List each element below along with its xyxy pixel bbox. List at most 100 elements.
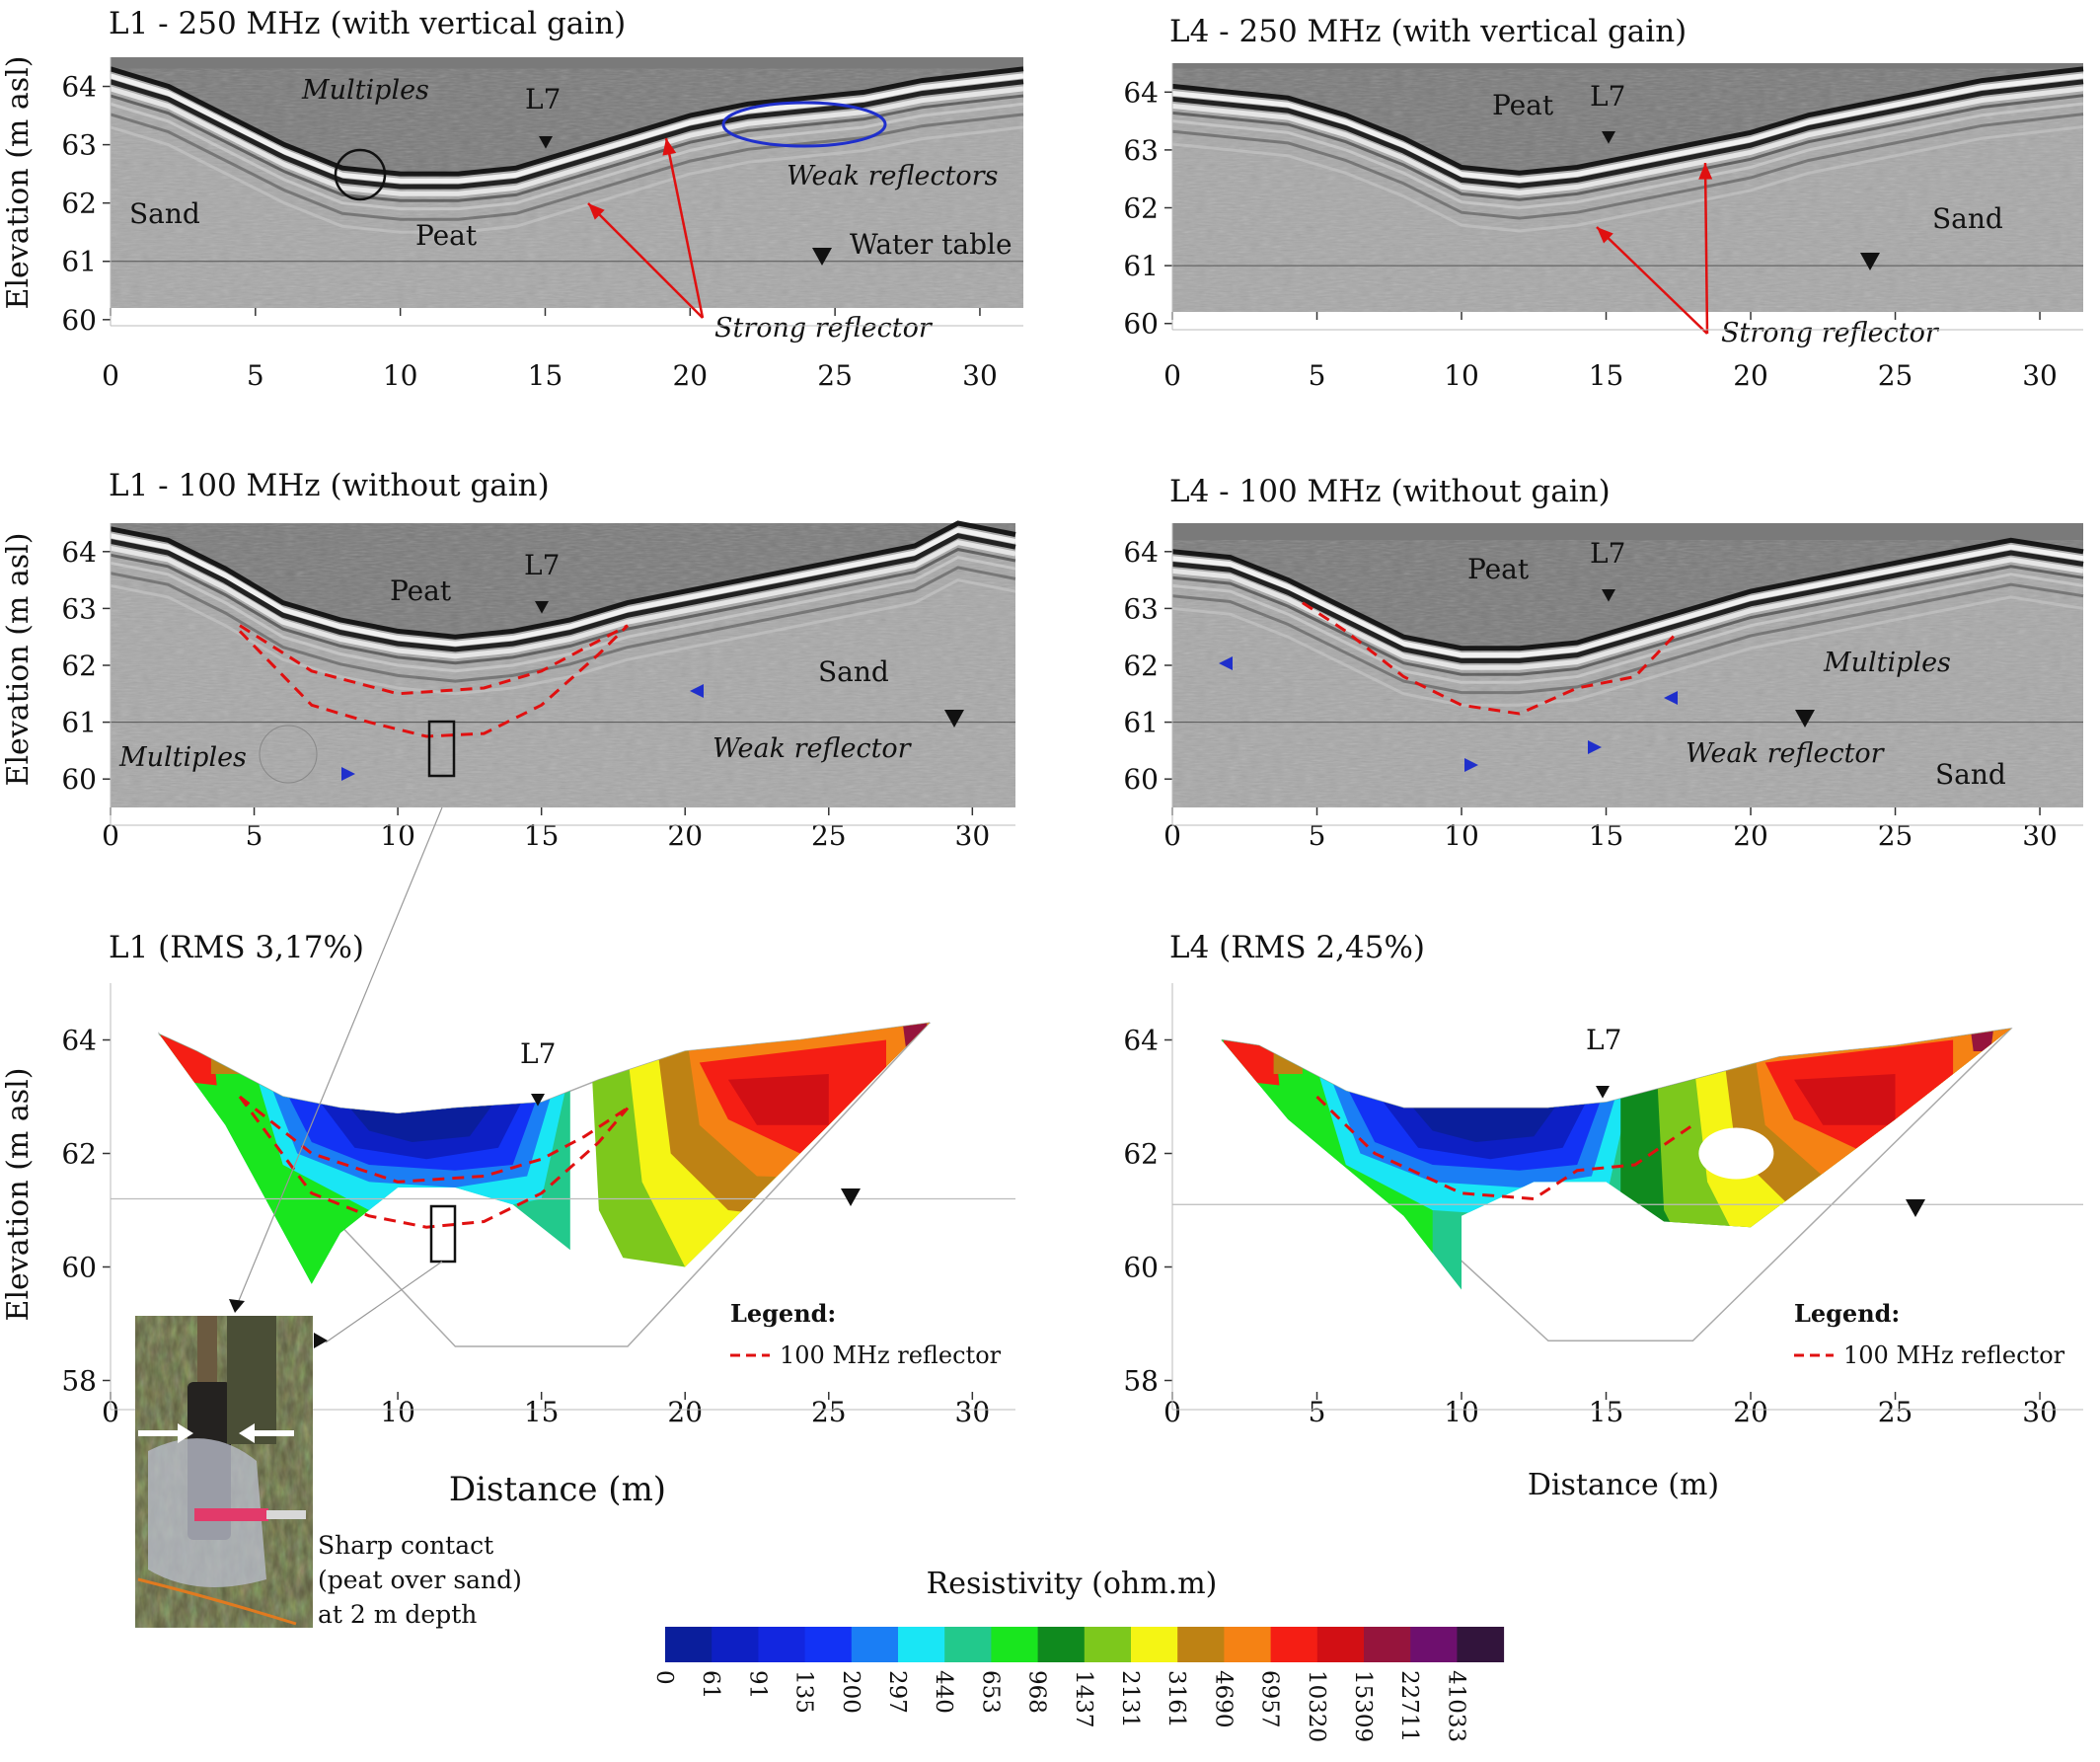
x-tick-label: 5 <box>1309 1396 1326 1428</box>
reflection-band <box>1171 544 2084 658</box>
panel-l1-250mhz: L1 - 250 MHz (with vertical gain) Sand Pe… <box>1 6 1024 392</box>
reflection-band <box>110 527 1016 647</box>
overlay: L7 Legend: 100 MHz reflector <box>229 806 1002 1369</box>
photo-boot <box>227 1316 276 1444</box>
y-axis-label: Elevation (m asl) <box>1 533 36 787</box>
axes: 0 5 10 15 20 25 30 60 61 62 63 64 <box>61 523 1015 852</box>
reflection-band <box>110 539 1016 659</box>
l7-marker <box>1596 1086 1610 1099</box>
core-location-box <box>427 720 456 778</box>
label-strong-reflector: Strong reflector <box>714 313 934 344</box>
colorbar-label: 4690 <box>1210 1670 1236 1728</box>
panel-l4-100mhz: L4 - 100 MHz (without gain) Peat L7 Multip… <box>1123 474 2084 852</box>
reflection-band <box>1171 582 2084 695</box>
strong-reflector-arrow-1 <box>587 202 704 319</box>
multiples-circle <box>259 725 318 784</box>
colorbar-label: 22711 <box>1396 1670 1422 1742</box>
water-table-marker <box>1795 710 1815 728</box>
label-multiples: Multiples <box>301 75 429 106</box>
colorbar-labels: 0 61 91 135 200 297 440 653 968 1437 2131 3161 4690 6… <box>651 1670 1468 1742</box>
label-sand: Sand <box>129 197 200 230</box>
colorbar-label: 10320 <box>1304 1670 1329 1742</box>
colorbar-label: 2131 <box>1117 1670 1143 1728</box>
label-l7: L7 <box>525 83 561 115</box>
reflection-band <box>1171 557 2084 670</box>
axes: 0 5 10 15 20 25 30 60 61 62 63 64 <box>1123 523 2083 852</box>
colorbar-cell <box>1084 1627 1132 1662</box>
colorbar-cell <box>758 1627 806 1662</box>
y-tick-label: 64 <box>1123 1025 1159 1057</box>
x-tick-label: 15 <box>524 819 560 852</box>
panel-title: L1 - 100 MHz (without gain) <box>109 468 550 503</box>
weak-reflector-marker <box>1588 740 1602 754</box>
reflection-band <box>110 520 1016 640</box>
x-tick-label: 10 <box>380 819 415 852</box>
label-l7: L7 <box>520 1037 556 1070</box>
x-tick-label: 20 <box>1733 819 1768 852</box>
label-weak-reflectors: Weak reflectors <box>787 161 998 192</box>
x-tick-label: 20 <box>1733 1396 1768 1428</box>
reflection-band <box>110 125 1024 234</box>
y-tick-label: 61 <box>1123 250 1159 282</box>
x-tick-label: 15 <box>524 1396 560 1428</box>
y-tick-label: 64 <box>61 1025 97 1057</box>
x-tick-label: 30 <box>2022 819 2058 852</box>
colorbar-label: 135 <box>791 1670 817 1714</box>
y-tick-label: 62 <box>61 188 97 220</box>
overlay: Peat L7 Sand Multiples Weak reflector <box>118 549 964 784</box>
leader-line-right <box>325 1261 443 1343</box>
label-l7: L7 <box>524 549 560 581</box>
reflection-band <box>1171 565 2084 676</box>
x-tick-label: 10 <box>1444 1396 1479 1428</box>
y-tick-label: 60 <box>61 1252 97 1284</box>
x-tick-label: 10 <box>1444 819 1479 852</box>
photo-knife-blade <box>266 1510 306 1519</box>
x-tick-label: 0 <box>102 1396 119 1428</box>
leader-line-left <box>237 806 443 1304</box>
resistivity-zone <box>1794 1074 1896 1125</box>
reflection-band <box>1171 113 2084 220</box>
x-tick-label: 5 <box>247 359 264 392</box>
x-tick-label: 20 <box>667 819 703 852</box>
weak-reflector-marker <box>1219 656 1233 670</box>
x-tick-label: 15 <box>1589 359 1624 392</box>
legend-item: 100 MHz reflector <box>780 1341 1002 1369</box>
core-location-box <box>429 1204 457 1264</box>
y-tick-label: 63 <box>61 592 97 625</box>
label-peat: Peat <box>1492 89 1554 121</box>
water-table-marker <box>841 1188 861 1206</box>
reflection-band <box>1171 66 2084 176</box>
x-tick-label: 15 <box>1589 1396 1624 1428</box>
label-strong-reflector: Strong reflector <box>1721 318 1940 348</box>
strong-reflector-arrow-2 <box>664 137 705 319</box>
y-tick-label: 64 <box>1123 536 1159 569</box>
y-tick-label: 64 <box>61 536 97 569</box>
water-table-marker <box>944 710 964 728</box>
label-l7: L7 <box>1586 1024 1621 1056</box>
panel-title: L1 - 250 MHz (with vertical gain) <box>109 6 626 41</box>
y-tick-label: 61 <box>61 707 97 739</box>
colorbar-cells <box>665 1627 1505 1662</box>
x-tick-label: 30 <box>962 359 998 392</box>
x-tick-label: 30 <box>2022 1396 2058 1428</box>
colorbar-cell <box>1177 1627 1225 1662</box>
x-tick-label: 25 <box>817 359 853 392</box>
y-tick-label: 60 <box>1123 1252 1159 1284</box>
reflection-band <box>1171 86 2084 195</box>
y-tick-label: 62 <box>61 1138 97 1171</box>
reflection-band <box>1171 102 2084 210</box>
y-tick-label: 61 <box>61 246 97 278</box>
resistivity-zone <box>1273 1045 1303 1074</box>
legend-title: Legend: <box>1794 1299 1900 1328</box>
reflection-band <box>110 566 1016 683</box>
photo-cable <box>137 1577 297 1626</box>
reflection-band <box>1171 73 2084 183</box>
photo-caption-line-2: (peat over sand) <box>318 1566 522 1594</box>
x-axis-label: Distance (m) <box>1528 1468 1719 1502</box>
reflector-upper-line <box>239 1095 629 1184</box>
x-tick-label: 30 <box>955 1396 991 1428</box>
y-tick-label: 62 <box>1123 650 1159 682</box>
x-tick-label: 0 <box>102 359 119 392</box>
x-tick-label: 0 <box>102 819 119 852</box>
y-tick-label: 60 <box>61 763 97 796</box>
